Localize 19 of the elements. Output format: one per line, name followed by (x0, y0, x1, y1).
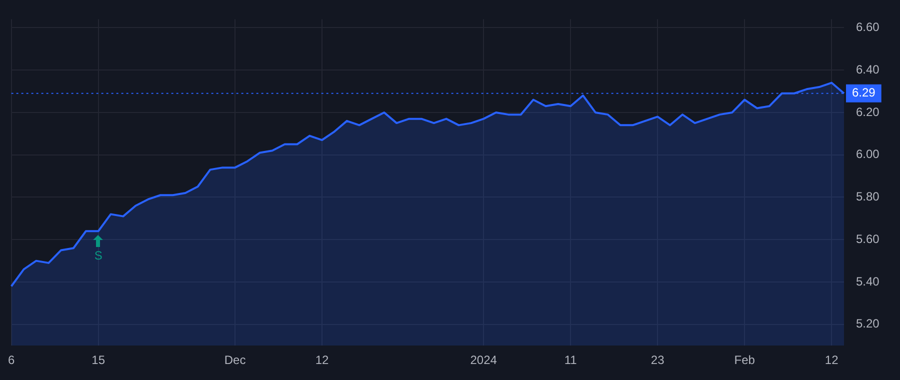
y-tick-label: 5.60 (856, 232, 880, 246)
y-tick-label: 6.00 (856, 147, 880, 162)
x-tick-label: 12 (315, 353, 330, 368)
ref-line-label: 6.29 (852, 86, 876, 100)
y-tick-label: 6.40 (856, 62, 880, 76)
y-tick-label: 5.20 (856, 316, 880, 331)
x-tick-label: 2024 (470, 353, 498, 368)
y-tick-label: 5.40 (856, 274, 880, 288)
x-tick-label: Dec (224, 353, 246, 368)
x-tick-label: 11 (564, 353, 578, 368)
annotation: S (94, 248, 102, 262)
x-tick-label: Feb (734, 353, 756, 368)
x-tick-label: 6 (8, 353, 15, 368)
x-tick-label: 23 (650, 353, 665, 368)
y-tick-label: 6.60 (856, 20, 880, 34)
x-tick-label: 12 (824, 353, 839, 368)
y-tick-label: 6.20 (856, 104, 880, 119)
x-tick-label: 15 (92, 353, 106, 368)
y-tick-label: 5.80 (856, 190, 880, 204)
